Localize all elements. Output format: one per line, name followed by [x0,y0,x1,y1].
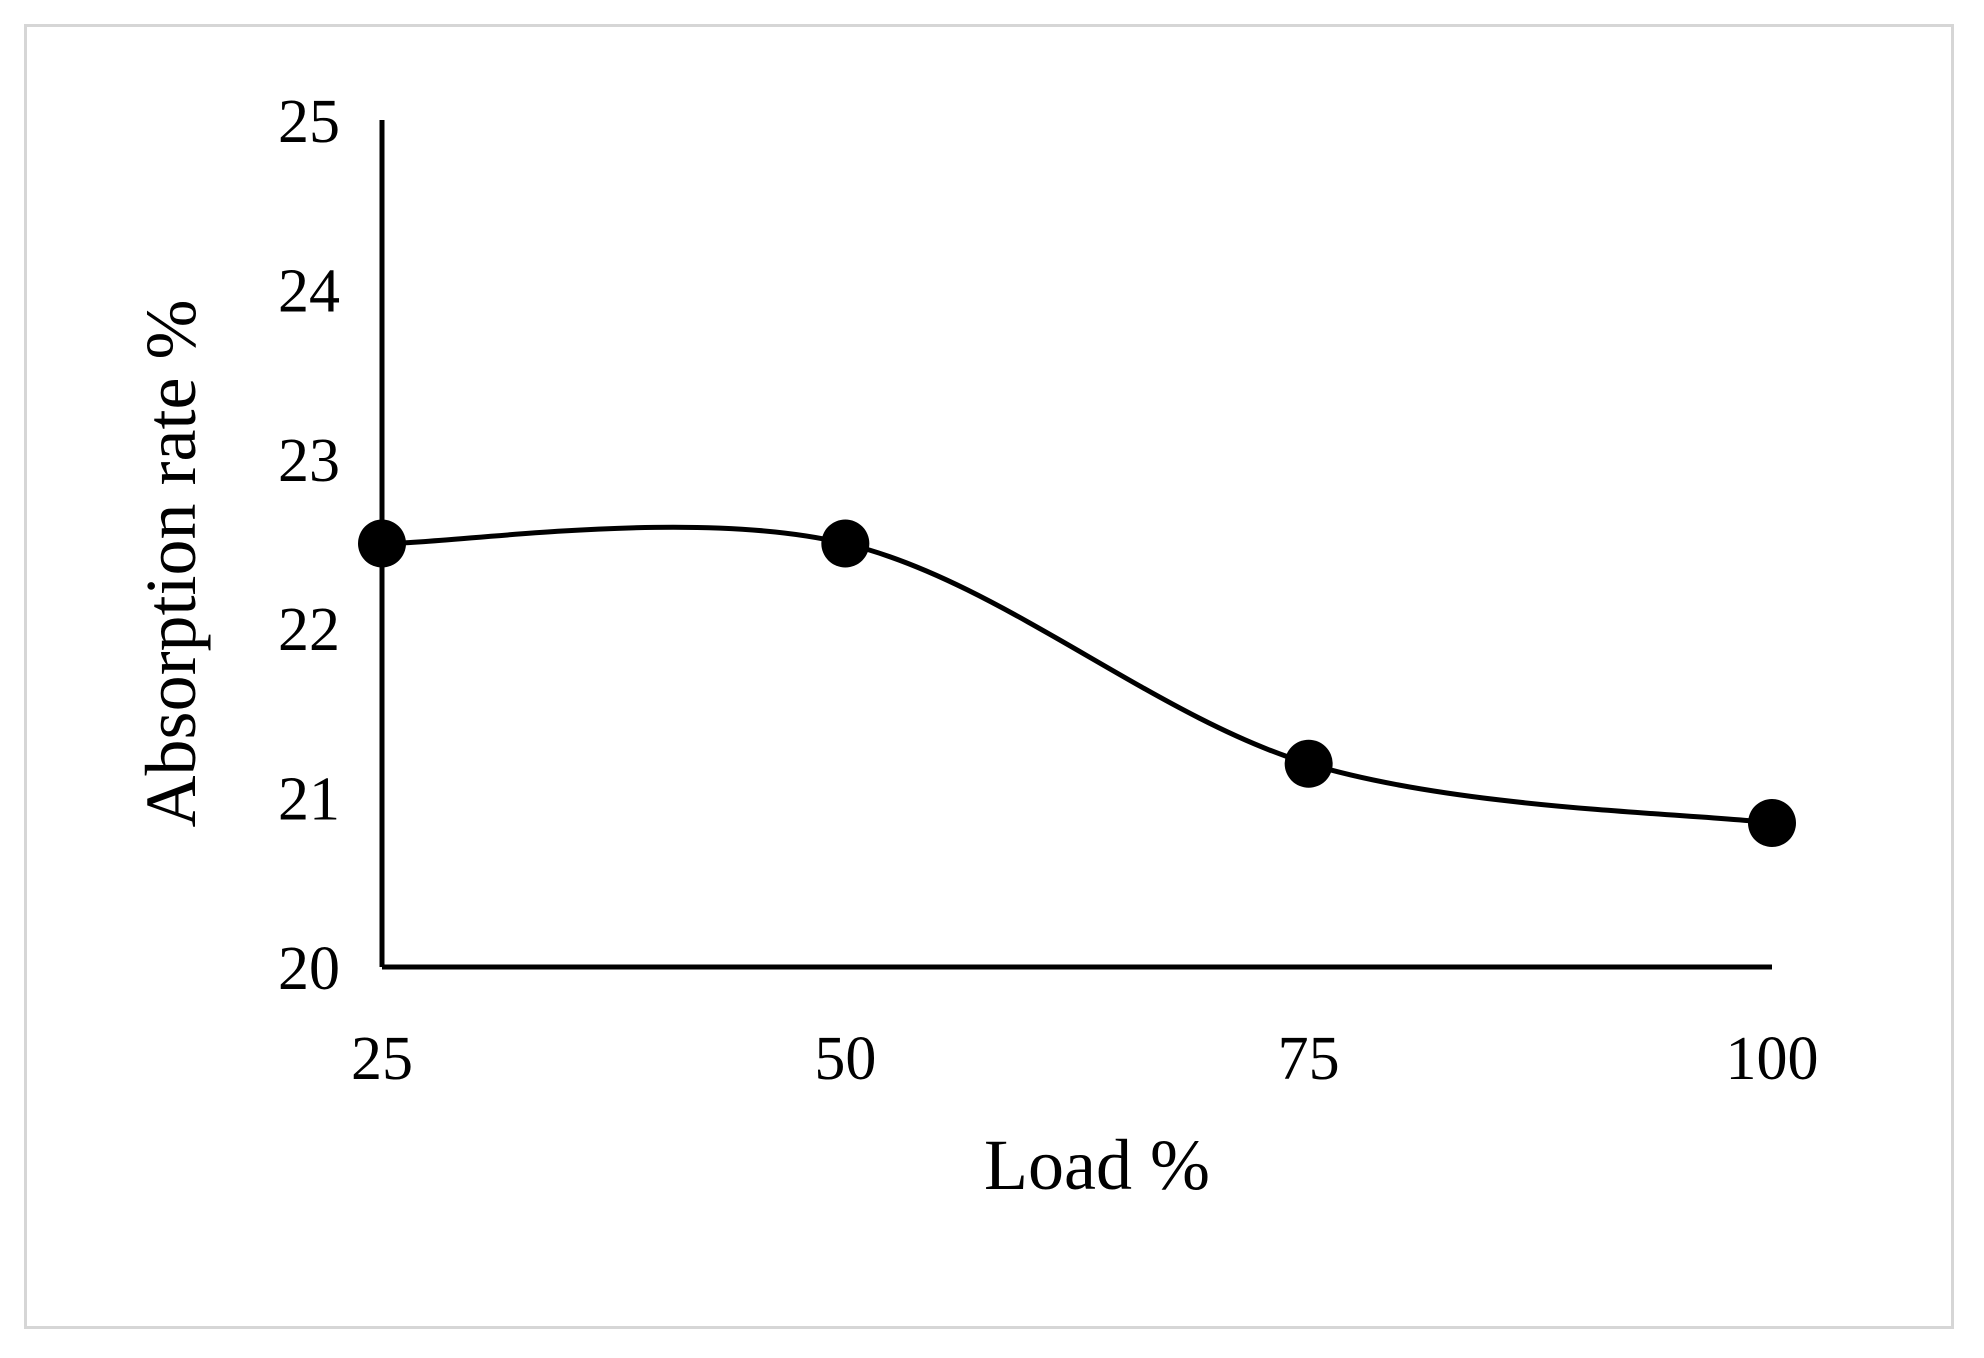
chart-frame: 20 21 22 23 24 25 25 50 75 100 Load % Absorption… [24,24,1954,1329]
y-tick-label: 21 [278,766,340,834]
data-point [1748,799,1796,848]
y-axis-ticks: 20 21 22 23 24 25 [278,88,340,1003]
data-point [821,519,870,568]
y-tick-label: 22 [278,596,340,664]
data-point [358,519,406,568]
x-axis-title: Load % [984,1125,1210,1205]
x-axis-ticks: 25 50 75 100 [351,1025,1819,1093]
y-tick-label: 25 [278,88,340,156]
line-chart: 20 21 22 23 24 25 25 50 75 100 Load % Absorption… [131,88,1819,1205]
data-point [1284,739,1333,788]
series-line [381,524,1773,826]
x-tick-label: 75 [1278,1025,1340,1093]
y-axis-title: Absorption rate % [131,300,211,828]
x-tick-label: 25 [351,1025,413,1093]
series-layer [358,519,1796,848]
y-tick-label: 23 [278,427,340,495]
y-tick-label: 24 [278,257,340,325]
x-tick-label: 100 [1726,1025,1819,1093]
y-tick-label: 20 [278,935,340,1003]
x-tick-label: 50 [814,1025,876,1093]
